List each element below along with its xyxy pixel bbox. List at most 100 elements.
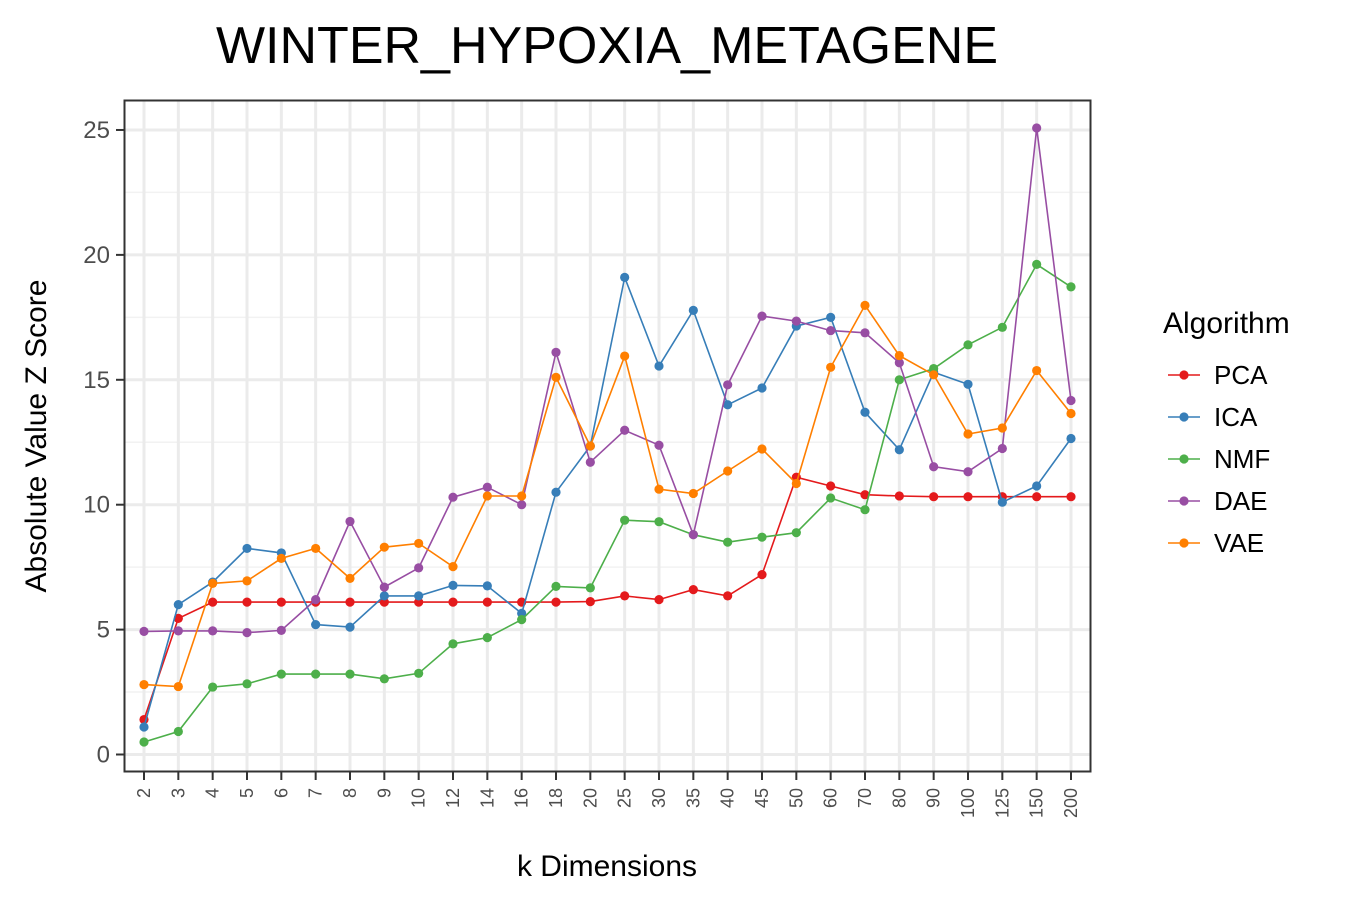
data-point-dae — [860, 328, 870, 338]
data-point-dae — [654, 440, 664, 450]
y-axis: 0 5 10 15 20 25 — [83, 117, 124, 769]
data-point-vae — [723, 466, 733, 476]
data-point-dae — [414, 563, 424, 573]
data-point-vae — [1032, 365, 1042, 376]
x-tick-label: 3 — [168, 788, 188, 798]
data-point-dae — [517, 500, 527, 510]
series-pca — [139, 472, 1076, 725]
data-point-nmf — [345, 669, 355, 679]
data-point-nmf — [414, 668, 424, 678]
data-point-dae — [139, 626, 149, 636]
series-vae — [139, 300, 1076, 692]
data-point-dae — [345, 516, 355, 527]
data-point-nmf — [173, 726, 183, 737]
series-line-vae — [143, 303, 1072, 688]
x-tick-label: 14 — [477, 788, 497, 808]
legend-label: ICA — [1214, 402, 1258, 432]
x-tick-label: 70 — [855, 788, 875, 808]
data-point-nmf — [1066, 282, 1076, 292]
x-tick-label: 20 — [580, 788, 600, 808]
data-point-nmf — [826, 493, 836, 503]
data-point-vae — [551, 372, 561, 382]
x-tick-label: 4 — [203, 788, 223, 798]
y-tick-label: 5 — [97, 617, 110, 644]
x-tick-label: 16 — [512, 788, 532, 808]
plot-panel — [123, 99, 1092, 773]
x-tick-label: 25 — [615, 788, 635, 808]
x-tick-label: 200 — [1061, 788, 1081, 818]
data-point-ica — [242, 543, 252, 554]
panel-border — [123, 99, 1092, 773]
data-point-pca — [448, 597, 458, 607]
x-tick-label: 2 — [134, 788, 154, 798]
data-point-dae — [929, 462, 939, 472]
data-point-ica — [620, 272, 630, 282]
data-point-nmf — [1032, 259, 1042, 269]
data-point-vae — [414, 538, 424, 549]
x-tick-label: 90 — [924, 788, 944, 808]
data-point-nmf — [276, 669, 286, 679]
legend-item-ica: ICA — [1168, 402, 1258, 432]
series-line-dae — [143, 127, 1072, 634]
data-point-nmf — [208, 682, 218, 692]
data-point-pca — [585, 597, 595, 607]
data-point-pca — [242, 597, 252, 607]
legend-title: Algorithm — [1163, 307, 1290, 340]
x-tick-label: 35 — [683, 788, 703, 808]
x-tick-label: 30 — [649, 788, 669, 808]
x-axis-title: k Dimensions — [517, 850, 697, 883]
data-point-ica — [1032, 481, 1042, 491]
x-tick-label: 125 — [992, 788, 1012, 818]
data-point-nmf — [551, 581, 561, 591]
data-point-vae — [448, 562, 458, 572]
data-point-nmf — [482, 633, 492, 643]
data-point-nmf — [242, 679, 252, 689]
data-point-vae — [208, 578, 218, 588]
series-ica — [139, 272, 1076, 732]
x-tick-label: 40 — [718, 788, 738, 808]
data-point-vae — [963, 429, 973, 439]
data-point-dae — [311, 595, 321, 605]
x-tick-label: 80 — [889, 788, 909, 808]
data-point-ica — [757, 383, 767, 393]
data-point-dae — [448, 492, 458, 502]
data-point-nmf — [894, 375, 904, 385]
data-point-vae — [311, 543, 321, 554]
x-tick-label: 45 — [752, 788, 772, 808]
series-layer — [139, 123, 1076, 747]
data-point-ica — [963, 379, 973, 389]
legend: Algorithm PCA ICA NMF DAE VAE — [1163, 307, 1290, 558]
data-point-vae — [482, 491, 492, 501]
data-point-pca — [826, 481, 836, 491]
data-point-nmf — [517, 615, 527, 625]
data-point-vae — [620, 351, 630, 361]
data-point-ica — [860, 407, 870, 417]
data-point-ica — [1066, 433, 1076, 444]
data-point-nmf — [620, 515, 630, 525]
grid-major — [124, 100, 1090, 772]
data-point-nmf — [757, 532, 767, 542]
data-point-vae — [826, 362, 836, 372]
data-point-vae — [173, 681, 183, 692]
x-tick-label: 8 — [340, 788, 360, 798]
data-point-dae — [551, 347, 561, 357]
data-point-ica — [379, 591, 389, 601]
x-tick-label: 12 — [443, 788, 463, 808]
data-point-vae — [276, 553, 286, 564]
y-tick-label: 25 — [83, 117, 110, 144]
data-point-vae — [1066, 408, 1076, 419]
data-point-nmf — [791, 528, 801, 538]
data-point-pca — [482, 597, 492, 607]
data-point-nmf — [723, 537, 733, 547]
x-axis: 2 3 4 5 6 7 8 9 10 12 14 16 18 20 25 30 35 40 45 50 60 70 80 90… — [134, 772, 1081, 818]
data-point-nmf — [379, 674, 389, 684]
data-point-pca — [345, 597, 355, 607]
data-point-ica — [826, 312, 836, 322]
data-point-nmf — [963, 340, 973, 350]
data-point-ica — [551, 487, 561, 497]
data-point-dae — [723, 380, 733, 390]
y-tick-label: 0 — [97, 742, 110, 769]
data-point-dae — [620, 425, 630, 435]
data-point-dae — [173, 626, 183, 636]
data-point-pca — [208, 597, 218, 607]
